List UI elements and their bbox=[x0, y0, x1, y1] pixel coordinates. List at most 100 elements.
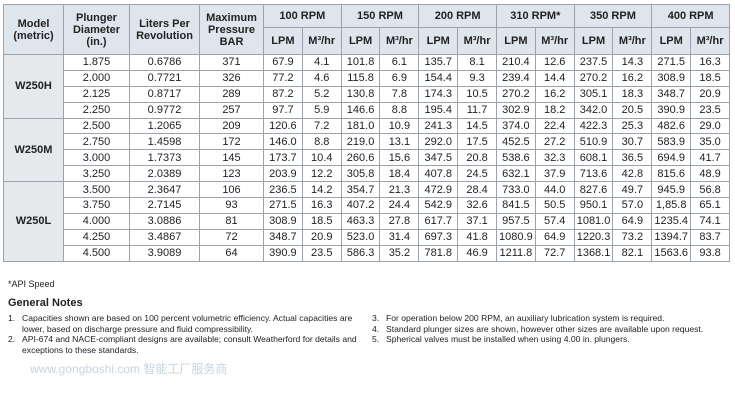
sub-header: M³/hr bbox=[690, 27, 730, 55]
table-row: 4.250 3.4867 72 348.7 20.9 523.0 31.4 697.3 41.8… bbox=[4, 228, 730, 246]
cell: 827.6 bbox=[573, 181, 614, 199]
cell: 14.3 bbox=[612, 54, 653, 71]
cell: 1080.9 bbox=[495, 228, 536, 246]
cell: 115.8 bbox=[340, 69, 381, 87]
table-row: 3.250 2.0389 123 203.9 12.2 305.8 18.4 407.8 24.… bbox=[4, 165, 730, 183]
cell: 347.5 bbox=[418, 149, 459, 167]
cell: 18.4 bbox=[379, 165, 420, 183]
cell: 93 bbox=[199, 197, 264, 214]
cell: 18.5 bbox=[690, 69, 730, 87]
cell: 83.7 bbox=[690, 228, 730, 246]
cell: 181.0 bbox=[340, 117, 381, 135]
sub-header: M³/hr bbox=[301, 27, 342, 55]
cell: 617.7 bbox=[418, 212, 459, 230]
cell: 2.125 bbox=[63, 85, 130, 103]
cell: 195.4 bbox=[418, 101, 459, 119]
cell: 130.8 bbox=[340, 85, 381, 103]
cell: 342.0 bbox=[573, 101, 614, 119]
cell: 8.1 bbox=[457, 54, 497, 71]
cell: 41.7 bbox=[690, 149, 730, 167]
cell: 2.750 bbox=[63, 133, 130, 151]
cell: 20.5 bbox=[612, 101, 653, 119]
cell: 56.8 bbox=[690, 181, 730, 199]
cell: 957.5 bbox=[495, 212, 536, 230]
cell: 542.9 bbox=[418, 197, 459, 214]
note-number: 5. bbox=[372, 334, 380, 344]
note-number: 3. bbox=[372, 313, 380, 323]
cell: 4.6 bbox=[301, 69, 342, 87]
cell: 16.2 bbox=[534, 85, 575, 103]
cell: 815.6 bbox=[651, 165, 692, 183]
cell: 697.3 bbox=[418, 228, 459, 246]
cell: 308.9 bbox=[263, 212, 303, 230]
cell: 14.4 bbox=[534, 69, 575, 87]
table-row: 2.750 1.4598 172 146.0 8.8 219.0 13.1 292.0 17.5… bbox=[4, 133, 730, 151]
cell: 6.9 bbox=[379, 69, 420, 87]
cell: 583.9 bbox=[651, 133, 692, 151]
cell: 27.8 bbox=[379, 212, 420, 230]
cell: 93.8 bbox=[690, 244, 730, 262]
rpm-header: 150 RPM bbox=[340, 4, 420, 28]
cell: 44.0 bbox=[534, 181, 575, 199]
cell: 24.5 bbox=[457, 165, 497, 183]
pump-table: Model (metric) Plunger Diameter (in.) Li… bbox=[3, 4, 730, 262]
cell: 64 bbox=[199, 244, 264, 262]
cell: 50.5 bbox=[534, 197, 575, 214]
cell: 3.500 bbox=[63, 181, 130, 199]
cell: 239.4 bbox=[495, 69, 536, 87]
cell: 452.5 bbox=[495, 133, 536, 151]
cell: 146.0 bbox=[263, 133, 303, 151]
cell: 270.2 bbox=[573, 69, 614, 87]
cell: 260.6 bbox=[340, 149, 381, 167]
table-body: W250H 1.875 0.6786 371 67.9 4.1 101.8 6.1 135.7 8… bbox=[3, 54, 730, 262]
cell: 35.2 bbox=[379, 244, 420, 262]
cell: 14.5 bbox=[457, 117, 497, 135]
cell: 20.8 bbox=[457, 149, 497, 167]
cell: 23.5 bbox=[690, 101, 730, 119]
cell: 2.500 bbox=[63, 117, 130, 135]
cell: 7.8 bbox=[379, 85, 420, 103]
table-row: 2.125 0.8717 289 87.2 5.2 130.8 7.8 174.3 10.5 27… bbox=[4, 85, 730, 103]
cell: 472.9 bbox=[418, 181, 459, 199]
cell: 73.2 bbox=[612, 228, 653, 246]
table-row: W250M 2.500 1.2065 209 120.6 7.2 181.0 10.9 241.… bbox=[3, 117, 730, 183]
cell: 20.9 bbox=[690, 85, 730, 103]
model-cell: W250M bbox=[3, 117, 64, 183]
cell: 18.5 bbox=[301, 212, 342, 230]
cell: 270.2 bbox=[495, 85, 536, 103]
cell: 0.7721 bbox=[129, 69, 200, 87]
cell: 3.0886 bbox=[129, 212, 200, 230]
cell: 538.6 bbox=[495, 149, 536, 167]
cell: 0.6786 bbox=[129, 54, 200, 71]
cell: 106 bbox=[199, 181, 264, 199]
cell: 371 bbox=[199, 54, 264, 71]
cell: 32.6 bbox=[457, 197, 497, 214]
cell: 145 bbox=[199, 149, 264, 167]
note-text: Standard plunger sizes are shown, howeve… bbox=[386, 323, 704, 334]
cell: 15.6 bbox=[379, 149, 420, 167]
cell: 21.3 bbox=[379, 181, 420, 199]
cell: 203.9 bbox=[263, 165, 303, 183]
cell: 374.0 bbox=[495, 117, 536, 135]
cell: 14.2 bbox=[301, 181, 342, 199]
cell: 407.8 bbox=[418, 165, 459, 183]
cell: 28.4 bbox=[457, 181, 497, 199]
cell: 289 bbox=[199, 85, 264, 103]
cell: 422.3 bbox=[573, 117, 614, 135]
cell: 37.9 bbox=[534, 165, 575, 183]
cell: 35.0 bbox=[690, 133, 730, 151]
table-row: 2.000 0.7721 326 77.2 4.6 115.8 6.9 154.4 9.3 239… bbox=[4, 69, 730, 87]
cell: 11.7 bbox=[457, 101, 497, 119]
cell: 12.2 bbox=[301, 165, 342, 183]
cell: 31.4 bbox=[379, 228, 420, 246]
cell: 302.9 bbox=[495, 101, 536, 119]
cell: 16.3 bbox=[690, 54, 730, 71]
cell: 9.3 bbox=[457, 69, 497, 87]
cell: 237.5 bbox=[573, 54, 614, 71]
cell: 3.000 bbox=[63, 149, 130, 167]
note-text: Capacities shown are based on 100 percen… bbox=[22, 313, 353, 334]
cell: 4.500 bbox=[63, 244, 130, 262]
note-text: API-674 and NACE-compliant designs are a… bbox=[22, 334, 357, 355]
cell: 30.7 bbox=[612, 133, 653, 151]
watermark: www.gongboshi.com 智能工厂服务商 bbox=[30, 362, 228, 376]
